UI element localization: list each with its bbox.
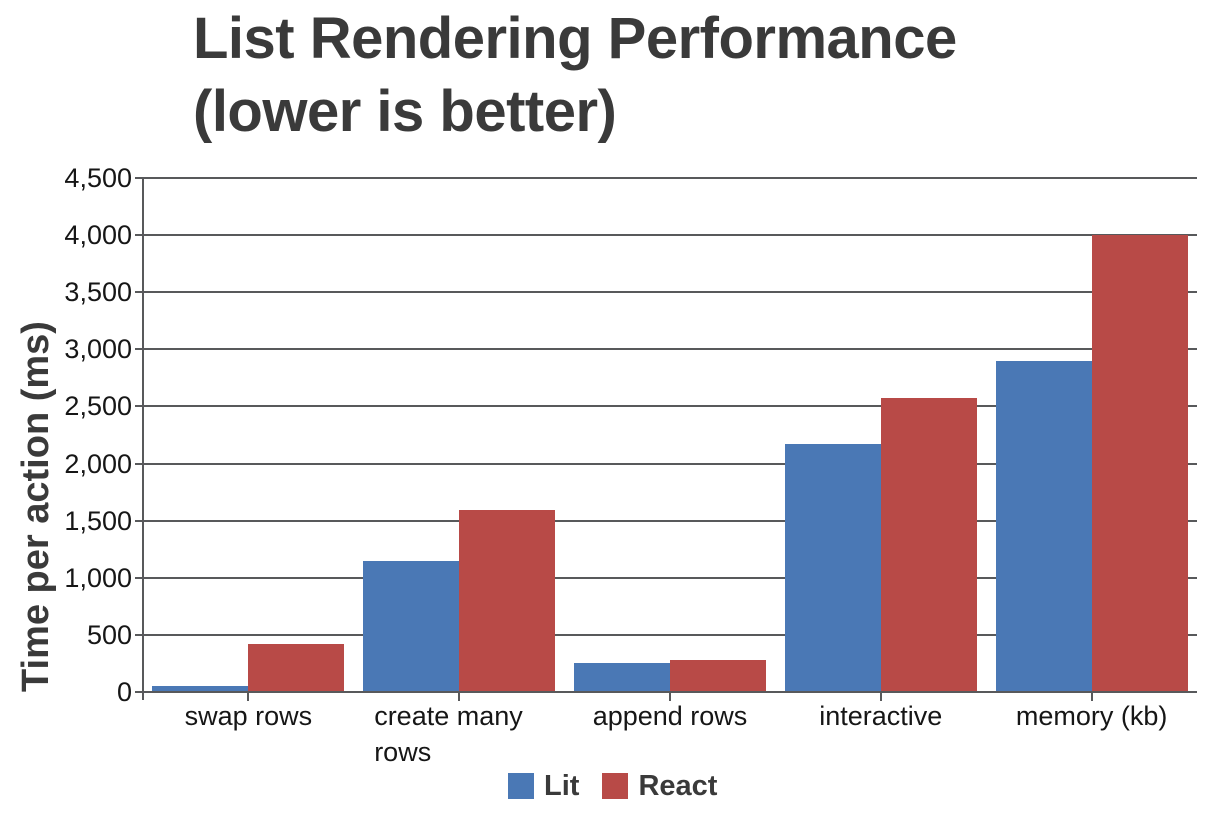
bar-group-create-many-rows xyxy=(354,178,565,692)
bar-react-append-rows xyxy=(669,660,766,692)
gridline-3500 xyxy=(135,291,1197,294)
chart-title: List Rendering Performance (lower is bet… xyxy=(193,2,957,148)
gridline-500 xyxy=(135,633,1197,636)
x-label-memory-kb: memory (kb) xyxy=(1015,701,1168,731)
legend-swatch-lit xyxy=(508,773,534,799)
bar-react-swap-rows xyxy=(248,644,345,692)
y-tick-label-4-000: 4,000 xyxy=(64,220,132,251)
bar-react-memory-kb xyxy=(1091,235,1188,692)
y-tick-label-0: 0 xyxy=(116,677,132,707)
x-label-swap-rows: swap rows xyxy=(184,701,313,731)
y-tick-label-1-000: 1,000 xyxy=(64,562,132,593)
bar-group-interactive xyxy=(775,178,986,692)
y-tick-label-3-000: 3,000 xyxy=(64,334,132,365)
y-tick-label-4-500: 4,500 xyxy=(64,163,132,193)
bar-lit-create-many-rows xyxy=(363,560,460,692)
y-tick-label-2-000: 2,000 xyxy=(64,448,132,479)
bar-lit-append-rows xyxy=(573,663,670,692)
y-tick-label-3-500: 3,500 xyxy=(64,277,132,308)
gridline-2000 xyxy=(135,462,1197,465)
chart-title-line1: List Rendering Performance xyxy=(193,6,957,71)
gridline-4500 xyxy=(135,177,1197,179)
y-tick-labels: 0 500 1,000 1,500 2,000 2,500 3,000 3,500 4,000 4… xyxy=(0,163,132,707)
chart-title-line2: (lower is better) xyxy=(193,79,617,144)
y-tick-label-2-500: 2,500 xyxy=(64,391,132,422)
y-tick-label-500: 500 xyxy=(86,619,132,650)
legend-swatch-react xyxy=(602,773,629,799)
gridline-2500 xyxy=(135,405,1197,408)
x-label-interactive: interactive xyxy=(819,701,943,731)
legend-item-lit: Lit xyxy=(508,771,579,801)
x-category-labels: swap rows create many rows append rows inte… xyxy=(143,698,1197,778)
bar-group-swap-rows xyxy=(143,178,354,692)
bar-react-interactive xyxy=(880,398,977,692)
x-tick-interactive xyxy=(879,693,882,701)
x-label-create-many-rows: create many rows xyxy=(374,701,523,767)
y-tick-label-1-500: 1,500 xyxy=(64,505,132,536)
gridline-3000 xyxy=(135,348,1197,351)
legend-label-react: React xyxy=(638,770,718,802)
bar-group-memory-kb xyxy=(986,178,1197,692)
legend: Lit React xyxy=(508,771,717,801)
bar-lit-interactive xyxy=(784,444,881,692)
gridline-1000 xyxy=(135,576,1197,579)
gridline-1500 xyxy=(135,519,1197,522)
bar-react-create-many-rows xyxy=(459,510,556,692)
bar-lit-memory-kb xyxy=(995,360,1092,692)
y-axis-line xyxy=(142,178,144,700)
bar-lit-swap-rows xyxy=(152,686,249,692)
plot-area xyxy=(135,177,1197,701)
legend-label-lit: Lit xyxy=(544,770,580,802)
gridline-4000 xyxy=(135,234,1197,237)
x-tick-append-rows xyxy=(669,693,671,701)
x-tick-swap-rows xyxy=(247,693,250,701)
legend-item-react: React xyxy=(602,771,717,801)
x-axis-line xyxy=(135,691,1197,693)
x-tick-create-many-rows xyxy=(458,693,461,701)
x-label-append-rows: append rows xyxy=(592,701,748,731)
x-tick-memory-kb xyxy=(1090,693,1093,701)
bar-group-append-rows xyxy=(565,178,776,692)
